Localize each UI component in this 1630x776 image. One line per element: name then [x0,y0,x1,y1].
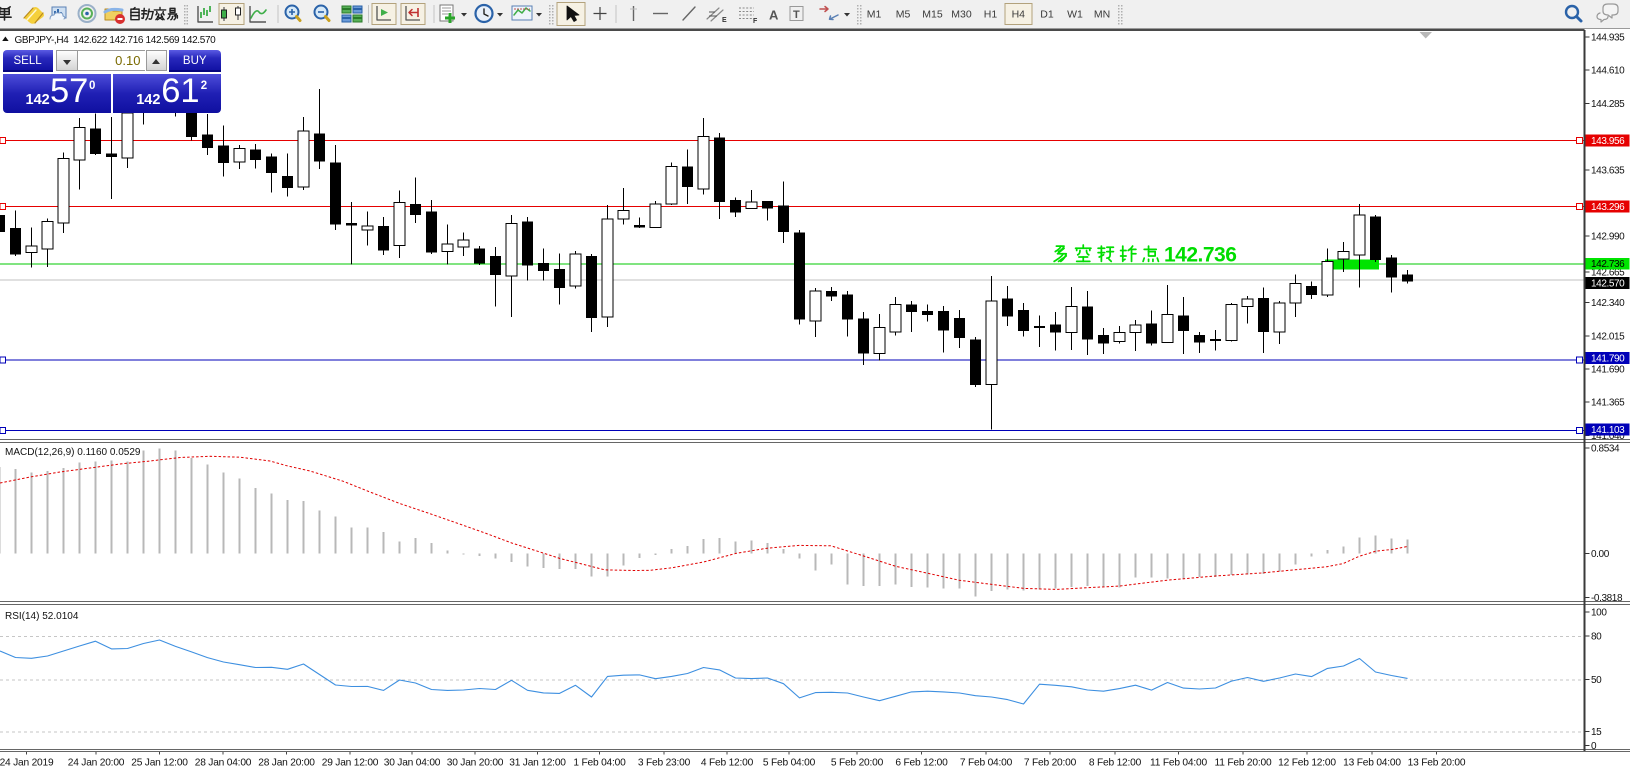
svg-text:8 Feb 12:00: 8 Feb 12:00 [1089,758,1142,769]
svg-text:29 Jan 12:00: 29 Jan 12:00 [322,758,379,769]
svg-text:142.736: 142.736 [1591,259,1625,270]
svg-text:142.570: 142.570 [1591,279,1625,290]
svg-text:100: 100 [1591,608,1607,619]
svg-text:4 Feb 12:00: 4 Feb 12:00 [701,758,754,769]
svg-text:0.8534: 0.8534 [1591,443,1620,454]
svg-text:142.015: 142.015 [1591,331,1625,342]
svg-text:GBPJPY-,H4 142.622 142.716 14: GBPJPY-,H4 142.622 142.716 142.569 142.5… [15,35,217,46]
svg-text:E: E [722,17,727,24]
svg-text:T: T [793,9,800,21]
svg-text:3 Feb 23:00: 3 Feb 23:00 [638,758,691,769]
svg-text:MN: MN [1094,9,1110,21]
svg-text:30 Jan 04:00: 30 Jan 04:00 [384,758,441,769]
svg-text:25 Jan 12:00: 25 Jan 12:00 [131,758,188,769]
svg-text:143.296: 143.296 [1591,202,1625,213]
svg-text:15: 15 [1591,727,1602,738]
svg-text:H4: H4 [1012,9,1026,21]
svg-text:12 Feb 12:00: 12 Feb 12:00 [1278,758,1336,769]
svg-text:141.790: 141.790 [1591,354,1625,365]
svg-text:M1: M1 [867,9,882,21]
svg-text:141.690: 141.690 [1591,365,1625,376]
svg-text:142.736: 142.736 [1164,244,1236,267]
svg-text:11 Feb 20:00: 11 Feb 20:00 [1215,758,1272,769]
svg-text:MACD(12,26,9) 0.1160 0.0529: MACD(12,26,9) 0.1160 0.0529 [5,447,141,458]
svg-text:7 Feb 20:00: 7 Feb 20:00 [1024,758,1077,769]
svg-text:M5: M5 [896,9,911,21]
svg-text:6 Feb 12:00: 6 Feb 12:00 [895,758,948,769]
svg-text:143.635: 143.635 [1591,165,1625,176]
svg-text:W1: W1 [1067,9,1083,21]
svg-text:7 Feb 04:00: 7 Feb 04:00 [960,758,1013,769]
svg-text:24 Jan 20:00: 24 Jan 20:00 [68,758,125,769]
svg-text:24 Jan 2019: 24 Jan 2019 [0,758,54,769]
svg-text:143.956: 143.956 [1591,136,1625,147]
svg-text:142.990: 142.990 [1591,232,1625,243]
svg-text:31 Jan 12:00: 31 Jan 12:00 [509,758,566,769]
svg-text:13 Feb 20:00: 13 Feb 20:00 [1408,758,1466,769]
svg-text:144.285: 144.285 [1591,99,1625,110]
svg-text:144.935: 144.935 [1591,33,1625,44]
svg-text:0: 0 [1591,741,1597,752]
svg-text:28 Jan 20:00: 28 Jan 20:00 [258,758,315,769]
svg-text:H1: H1 [984,9,998,21]
svg-text:141.103: 141.103 [1591,425,1625,436]
svg-text:F: F [753,18,758,25]
svg-text:50: 50 [1591,675,1602,686]
svg-text:M30: M30 [951,9,972,21]
svg-text:142.665: 142.665 [1591,268,1625,279]
svg-text:D1: D1 [1040,9,1054,21]
svg-text:142.340: 142.340 [1591,298,1625,309]
svg-text:80: 80 [1591,632,1602,643]
svg-text:141.365: 141.365 [1591,398,1625,409]
svg-text:141.040: 141.040 [1591,431,1625,442]
svg-text:-0.3818: -0.3818 [1591,593,1623,604]
svg-text:11 Feb 04:00: 11 Feb 04:00 [1150,758,1207,769]
svg-text:5 Feb 04:00: 5 Feb 04:00 [763,758,816,769]
svg-text:M15: M15 [922,9,943,21]
svg-text:13 Feb 04:00: 13 Feb 04:00 [1343,758,1401,769]
svg-text:144.610: 144.610 [1591,66,1625,77]
svg-text:A: A [769,8,779,23]
svg-text:0.00: 0.00 [1591,549,1610,560]
svg-text:28 Jan 04:00: 28 Jan 04:00 [195,758,252,769]
svg-text:5 Feb 20:00: 5 Feb 20:00 [831,758,884,769]
svg-text:1 Feb 04:00: 1 Feb 04:00 [573,758,626,769]
svg-text:30 Jan 20:00: 30 Jan 20:00 [447,758,504,769]
svg-text:RSI(14) 52.0104: RSI(14) 52.0104 [5,611,79,622]
